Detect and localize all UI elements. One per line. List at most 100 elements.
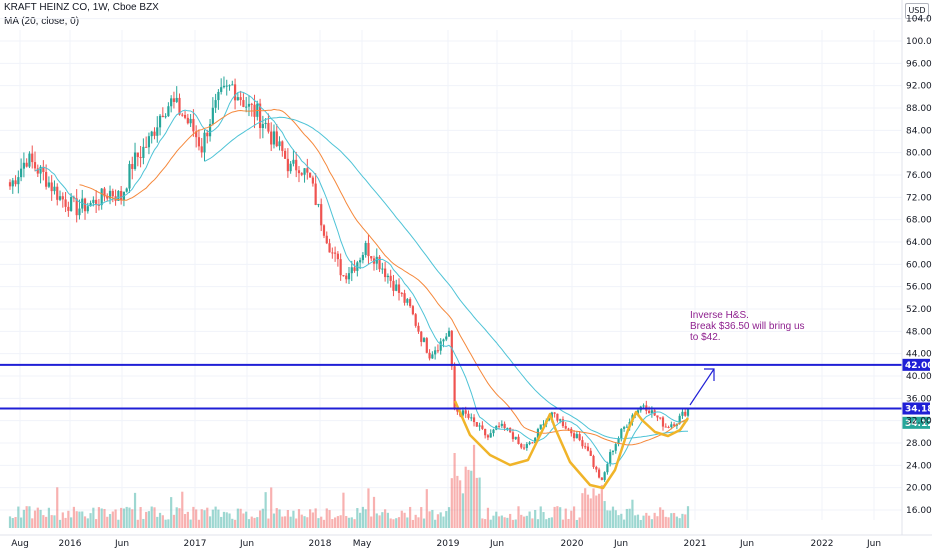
volume-bar [11,518,14,528]
candle-body [86,206,89,212]
price-axis: 104.00 100.00 96.00 92.00 88.00 84.00 80.00 76.… [0,0,932,536]
candle-body [461,410,465,416]
volume-bar [267,518,270,528]
candle-body [528,442,531,445]
volume-bar [197,519,201,528]
candle-body [447,330,451,337]
volume-bar [311,512,314,528]
candle-body [617,438,620,445]
candle-body [400,292,403,294]
volume-bar [428,511,431,528]
volume-bar [295,518,298,528]
volume-bar [281,516,284,528]
candlestick-series [8,76,690,482]
candle-body [673,424,676,426]
candle-body [470,417,473,419]
candle-body [367,242,370,257]
candle-body [186,117,189,124]
volume-bar [359,512,362,528]
y-tick-label: 84.00 [906,126,932,136]
candle-body [45,171,48,187]
volume-bar [442,516,445,528]
volume-bar [33,510,37,528]
candle-body [75,198,78,216]
volume-bar [453,453,456,528]
y-tick-label: 100.00 [906,37,932,47]
candle-body [456,409,459,412]
volume-bar [675,516,678,528]
volume-bar [606,510,609,528]
candle-body [670,424,673,428]
volume-bar [31,518,34,528]
volume-bar [445,511,448,528]
candle-body [336,253,339,260]
candle-body [339,259,342,276]
x-tick-label: May [353,539,372,549]
candle-body [192,118,195,132]
candle-body [597,469,601,478]
volume-bar [328,510,331,528]
candle-body [300,173,303,175]
candle-body [286,158,289,172]
volume-bar [556,506,559,528]
y-tick-label: 80.00 [906,149,932,159]
volume-bar [145,511,148,528]
candle-body [511,432,515,440]
candle-body [342,275,345,277]
candle-body [375,256,378,264]
volume-bar [170,497,173,528]
candle-body [181,114,184,116]
candle-body [92,199,95,203]
annotation-line: Break $36.50 will bring us [690,321,805,332]
level-badge [902,358,930,371]
candle-body [520,444,523,448]
candle-body [603,472,606,480]
volume-bar [647,515,651,528]
candle-body [208,124,212,137]
candle-body [481,425,484,429]
volume-bar [597,493,601,528]
candle-body [503,423,506,429]
volume-bar [186,511,189,528]
volume-bar [664,516,667,528]
volume-bar [528,511,531,528]
volume-bar [509,513,512,528]
candle-body [128,164,131,189]
candle-body [31,153,34,163]
volume-bar [325,508,328,528]
volume-bar [253,517,256,528]
volume-bar [673,512,676,528]
volume-bar [181,491,184,528]
volume-bar [261,508,264,528]
candle-body [275,131,278,147]
volume-bar [397,517,401,528]
volume-bar [239,508,242,528]
x-tick-label: 2019 [437,539,460,549]
volume-bar [553,506,556,528]
candle-body [108,190,112,199]
volume-bar [631,499,634,528]
candle-body [392,280,395,291]
candle-body [89,202,92,207]
volume-bar [247,519,251,528]
candle-body [425,338,428,353]
candle-body [331,252,334,254]
candle-body [314,183,317,205]
candle-body [147,136,151,148]
volume-bar [653,512,656,528]
volume-bar [417,517,420,528]
annotation-text: Inverse H&S.Break $36.50 will bring usto… [690,310,805,343]
volume-bar [372,496,376,528]
candle-body [478,425,481,427]
candle-body [133,152,137,169]
currency-button[interactable]: USD [905,3,929,19]
candle-body [64,199,67,207]
candle-body [409,299,412,307]
candle-body [164,116,167,118]
candle-body [570,428,573,434]
volume-bar [58,519,62,528]
volume-bar [314,508,317,528]
y-tick-label: 32.00 [906,417,932,427]
candle-body [20,168,23,178]
